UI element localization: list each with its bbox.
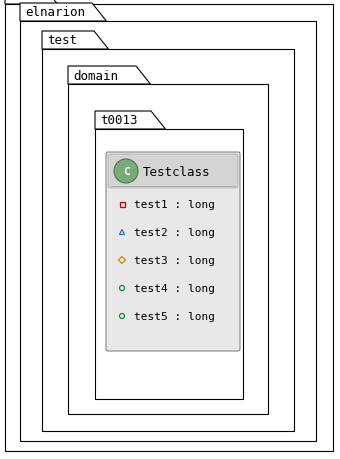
- Polygon shape: [42, 32, 108, 50]
- Text: t0013: t0013: [100, 114, 137, 127]
- Text: test3 : long: test3 : long: [134, 256, 215, 265]
- Text: test1 : long: test1 : long: [134, 200, 215, 210]
- Circle shape: [114, 160, 138, 184]
- FancyBboxPatch shape: [108, 155, 238, 189]
- Bar: [20, 22, 316, 441]
- Text: test2 : long: test2 : long: [134, 228, 215, 237]
- Text: test5 : long: test5 : long: [134, 311, 215, 321]
- FancyBboxPatch shape: [106, 153, 240, 351]
- Polygon shape: [20, 4, 106, 22]
- Text: test: test: [47, 34, 77, 47]
- Bar: [68, 85, 268, 414]
- Text: elnarion: elnarion: [25, 6, 85, 19]
- Polygon shape: [95, 112, 165, 130]
- Text: test4 : long: test4 : long: [134, 283, 215, 293]
- Text: C: C: [123, 167, 130, 177]
- Text: Testclass: Testclass: [143, 165, 210, 178]
- Bar: [95, 130, 243, 399]
- Text: domain: domain: [73, 69, 118, 82]
- Text: de: de: [10, 0, 25, 2]
- Bar: [42, 50, 294, 431]
- Polygon shape: [5, 0, 57, 5]
- Polygon shape: [68, 67, 150, 85]
- Bar: [119, 202, 124, 207]
